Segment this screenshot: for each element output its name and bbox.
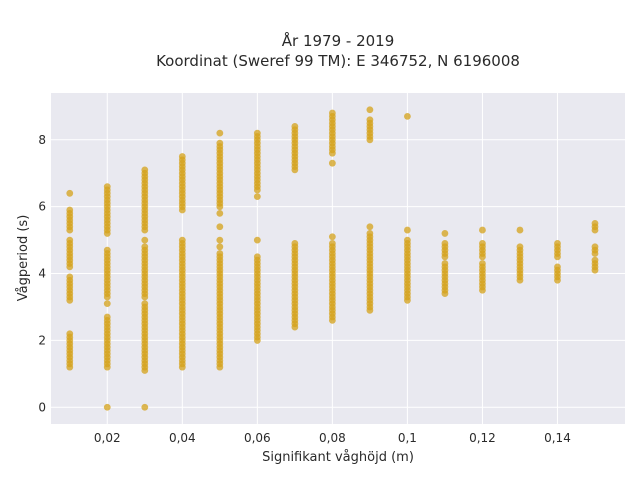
- data-point: [66, 189, 74, 197]
- data-point: [366, 230, 374, 237]
- y-tick-label: 0: [38, 400, 46, 414]
- data-point: [366, 106, 374, 114]
- x-tick-label: 0,02: [94, 431, 121, 445]
- data-point: [516, 243, 524, 251]
- data-point: [479, 240, 486, 247]
- y-axis-title: Vågperiod (s): [16, 215, 31, 302]
- data-point: [141, 243, 149, 251]
- data-point: [216, 139, 224, 147]
- data-points: [66, 106, 599, 411]
- data-point: [253, 129, 261, 137]
- data-point: [554, 240, 561, 247]
- data-point: [479, 226, 486, 234]
- data-point: [441, 260, 449, 267]
- y-axis-ticks: 0 2 4 6 8: [38, 133, 46, 414]
- x-axis-ticks: 0,02 0,04 0,06 0,08 0,1 0,12 0,14: [94, 431, 571, 445]
- data-point: [141, 300, 149, 308]
- y-tick-label: 6: [38, 200, 46, 214]
- data-point: [216, 250, 224, 257]
- data-point: [253, 236, 261, 244]
- data-point: [216, 209, 224, 217]
- data-point: [103, 300, 111, 308]
- data-point: [66, 330, 74, 338]
- chart-subtitle: Koordinat (Sweref 99 TM): E 346752, N 61…: [156, 52, 520, 70]
- data-point: [66, 206, 74, 214]
- y-tick-label: 4: [38, 267, 46, 281]
- data-point: [328, 233, 336, 241]
- data-point: [291, 123, 299, 130]
- data-point: [479, 260, 486, 267]
- data-point: [216, 129, 224, 137]
- data-point: [328, 109, 336, 117]
- data-point: [404, 226, 411, 234]
- data-point: [141, 166, 149, 174]
- data-point: [328, 159, 336, 167]
- x-tick-label: 0,1: [398, 431, 417, 445]
- data-point: [103, 183, 111, 191]
- data-point: [216, 236, 224, 244]
- data-point: [216, 223, 224, 231]
- data-point: [253, 193, 261, 201]
- x-tick-label: 0,14: [544, 431, 571, 445]
- data-point: [404, 113, 411, 120]
- data-point: [103, 246, 111, 254]
- x-tick-label: 0,06: [244, 431, 271, 445]
- data-point: [591, 256, 599, 264]
- data-point: [441, 240, 449, 247]
- data-point: [141, 403, 149, 411]
- data-point: [66, 273, 74, 281]
- data-point: [141, 236, 149, 244]
- data-point: [103, 403, 111, 411]
- data-point: [178, 236, 186, 244]
- chart-title: År 1979 - 2019: [282, 31, 395, 50]
- data-point: [328, 240, 336, 247]
- data-point: [591, 219, 599, 227]
- data-point: [216, 243, 224, 251]
- x-tick-label: 0,04: [169, 431, 196, 445]
- x-axis-title: Signifikant våghöjd (m): [262, 450, 414, 465]
- data-point: [366, 116, 374, 124]
- data-point: [366, 223, 374, 231]
- data-point: [66, 236, 74, 244]
- data-point: [103, 313, 111, 321]
- data-point: [178, 153, 186, 160]
- data-point: [516, 226, 524, 234]
- data-point: [253, 253, 261, 261]
- data-point: [441, 230, 449, 237]
- x-tick-label: 0,12: [469, 431, 496, 445]
- data-point: [291, 240, 299, 247]
- x-tick-label: 0,08: [319, 431, 346, 445]
- plot-area: [51, 93, 625, 424]
- y-tick-label: 8: [38, 133, 46, 147]
- y-tick-label: 2: [38, 333, 46, 347]
- data-point: [404, 236, 411, 244]
- data-point: [554, 263, 561, 271]
- data-point: [591, 243, 599, 251]
